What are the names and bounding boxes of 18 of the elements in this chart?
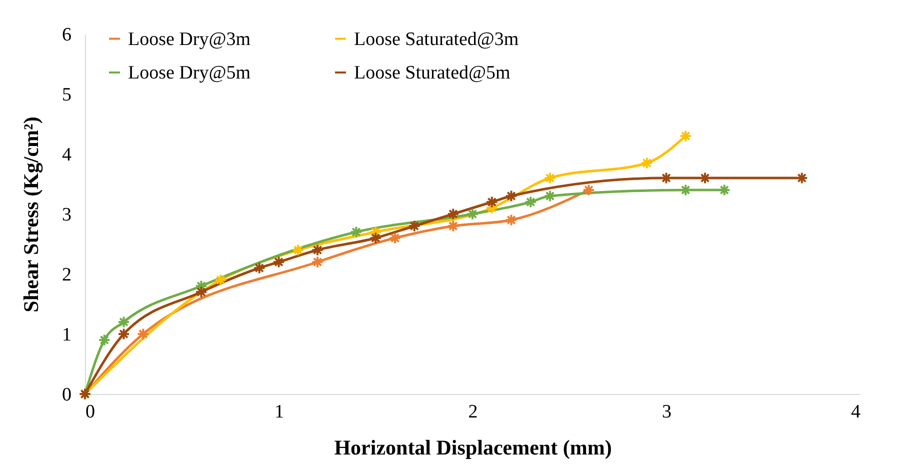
x-tick-label: 4 [851,402,861,422]
y-tick-label: 4 [62,144,72,166]
y-tick-label: 5 [62,84,72,106]
x-axis-title: Horizontal Displacement (mm) [334,436,612,460]
x-tick-label: 1 [274,402,284,422]
y-axis-title: Shear Stress (Kg/cm²) [19,116,43,312]
legend-label: Loose Dry@5m [128,62,251,84]
legend-label: Loose Saturated@3m [354,28,519,50]
y-tick-label: 6 [62,24,72,46]
y-tick-label: 1 [62,324,72,346]
x-tick-label: 3 [662,402,672,422]
x-tick-label: 0 [86,402,95,422]
legend-label: Loose Sturated@5m [354,62,510,84]
legend-label: Loose Dry@3m [128,28,251,50]
x-tick-label: 2 [468,402,478,422]
y-tick-label: 0 [62,384,72,406]
y-tick-label: 2 [62,264,72,286]
y-tick-label: 3 [62,204,72,226]
